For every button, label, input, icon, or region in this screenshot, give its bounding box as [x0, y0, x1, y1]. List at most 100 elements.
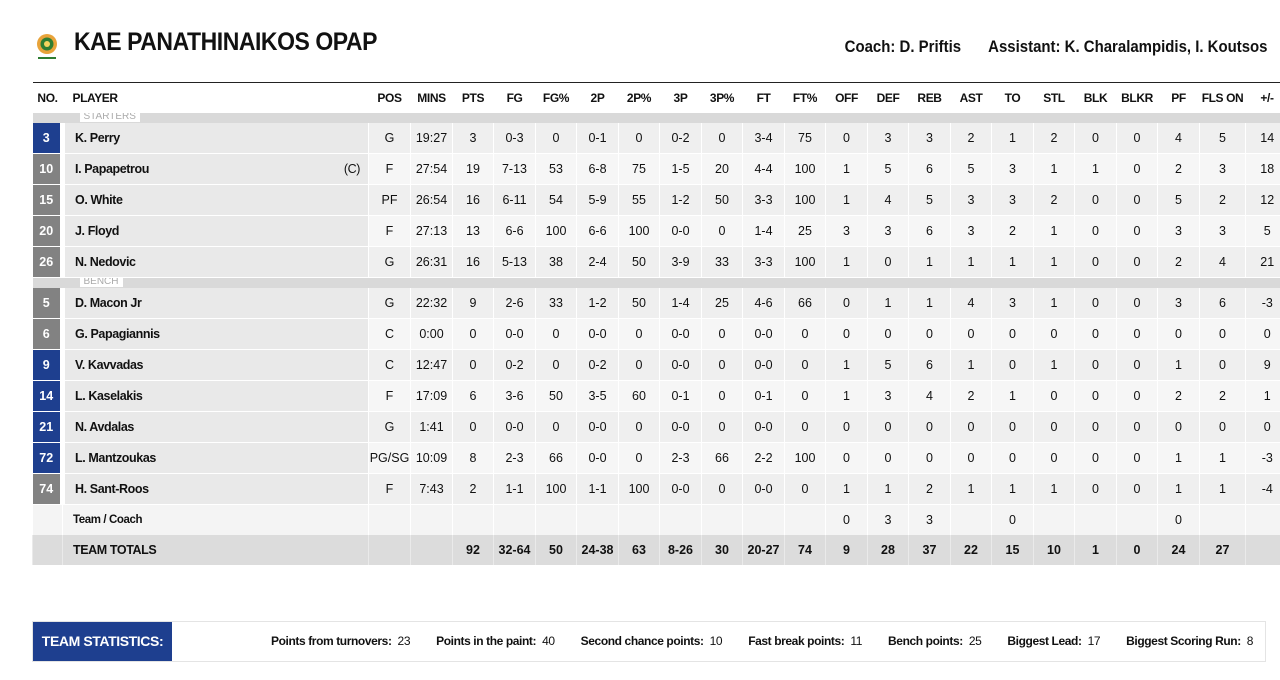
column-header[interactable]: PF — [1157, 82, 1200, 113]
table-row: 74 H. Sant-Roos F 7:43 2 1-1 100 1-1 100 0-0 0 0-0 0… — [32, 473, 1280, 505]
column-header[interactable]: REB — [908, 82, 951, 113]
stat-cell: 0 — [1033, 411, 1075, 443]
column-header[interactable]: PLAYER — [62, 82, 369, 113]
stat-cell: 26:54 — [410, 184, 453, 216]
stat-cell — [410, 535, 453, 565]
team-stat-value: 23 — [397, 634, 411, 648]
column-header[interactable]: FT — [742, 82, 785, 113]
stat-cell: 60 — [618, 380, 660, 412]
player-name[interactable]: N. Nedovic — [60, 246, 369, 278]
player-name[interactable]: J. Floyd — [60, 215, 369, 247]
stat-cell: 100 — [784, 184, 826, 216]
stat-cell — [535, 504, 577, 535]
player-name[interactable]: L. Kaselakis — [60, 380, 369, 412]
column-header[interactable]: 2P% — [618, 82, 660, 113]
blank-cell — [32, 535, 63, 565]
stat-cell: 0 — [701, 380, 743, 412]
stat-cell: 0 — [1116, 184, 1158, 216]
stat-cell: 3 — [1199, 153, 1246, 185]
stat-cell: 0-1 — [659, 380, 702, 412]
stat-cell: 1 — [908, 288, 951, 319]
column-header[interactable]: POS — [368, 82, 411, 113]
team-stat-value: 17 — [1087, 634, 1101, 648]
column-header[interactable]: NO. — [32, 82, 63, 113]
stat-cell — [659, 504, 702, 535]
stat-cell: 0:00 — [410, 318, 453, 350]
stat-cell: 27:13 — [410, 215, 453, 247]
column-header[interactable]: MINS — [410, 82, 453, 113]
player-name[interactable]: K. Perry — [60, 123, 369, 154]
stat-cell: 50 — [618, 288, 660, 319]
column-header[interactable]: FG — [493, 82, 536, 113]
stat-cell: 50 — [535, 380, 577, 412]
column-header[interactable]: PTS — [452, 82, 494, 113]
stat-cell: 8 — [452, 442, 494, 474]
stat-cell: 50 — [535, 535, 577, 565]
column-header[interactable]: 3P — [659, 82, 702, 113]
stat-cell: 3 — [867, 380, 909, 412]
stat-cell — [1033, 504, 1075, 535]
column-header[interactable]: DEF — [867, 82, 909, 113]
stat-cell: G — [368, 411, 411, 443]
stat-cell: 1 — [1033, 215, 1075, 247]
stat-cell: 0-0 — [576, 442, 619, 474]
player-name[interactable]: G. Papagiannis — [60, 318, 369, 350]
player-name[interactable]: O. White — [60, 184, 369, 216]
player-name[interactable]: D. Macon Jr — [60, 288, 369, 319]
jersey-number: 21 — [32, 411, 63, 443]
stat-cell — [452, 504, 494, 535]
stat-cell: 0 — [1245, 318, 1280, 350]
column-header[interactable]: AST — [950, 82, 992, 113]
stat-cell: 9 — [825, 535, 868, 565]
stat-cell: 0 — [908, 442, 951, 474]
stat-cell: 0 — [950, 411, 992, 443]
stat-cell: 0 — [1116, 473, 1158, 505]
stat-cell: 2-6 — [493, 288, 536, 319]
team-stat-item: Bench points: 25 — [888, 622, 982, 661]
column-header[interactable]: OFF — [825, 82, 868, 113]
column-header[interactable]: FT% — [784, 82, 826, 113]
team-stat-value: 11 — [850, 634, 863, 648]
stat-cell: 0-1 — [742, 380, 785, 412]
stat-cell: 4-4 — [742, 153, 785, 185]
stat-cell: 0 — [1116, 123, 1158, 154]
section-label: BENCH — [79, 277, 123, 287]
stat-cell: 6 — [908, 349, 951, 381]
stat-cell: 1 — [825, 246, 868, 278]
table-row: 10 I. Papapetrou (C) F 27:54 19 7-13 53 6-8 75 1-5… — [32, 153, 1280, 185]
stat-cell: 3 — [867, 215, 909, 247]
player-name[interactable]: N. Avdalas — [60, 411, 369, 443]
column-header[interactable]: 3P% — [701, 82, 743, 113]
player-name[interactable]: I. Papapetrou (C) — [60, 153, 369, 185]
stat-cell: F — [368, 380, 411, 412]
stat-cell: 0 — [701, 318, 743, 350]
column-header[interactable]: TO — [991, 82, 1034, 113]
stat-cell: 7-13 — [493, 153, 536, 185]
column-header[interactable]: BLK — [1074, 82, 1117, 113]
column-header[interactable]: +/- — [1245, 82, 1280, 113]
player-name[interactable]: L. Mantzoukas — [60, 442, 369, 474]
stat-cell: 6 — [908, 215, 951, 247]
stat-cell: 0 — [950, 442, 992, 474]
player-name[interactable]: V. Kavvadas — [60, 349, 369, 381]
column-header[interactable]: BLKR — [1116, 82, 1158, 113]
blank-cell — [32, 504, 63, 535]
stat-cell: 1 — [1033, 246, 1075, 278]
column-header[interactable]: STL — [1033, 82, 1075, 113]
column-header[interactable]: 2P — [576, 82, 619, 113]
stat-cell: 1 — [1157, 349, 1200, 381]
stat-cell: 0 — [701, 473, 743, 505]
coach-label: Coach: — [845, 37, 896, 56]
team-stat-label: Second chance points: — [580, 634, 704, 648]
stat-cell — [1074, 504, 1117, 535]
coach-info: Coach: D. Priftis Assistant: K. Charalam… — [845, 37, 1268, 57]
stat-cell: 3-3 — [742, 184, 785, 216]
team-stat-value: 8 — [1246, 634, 1254, 648]
column-header[interactable]: FLS ON — [1199, 82, 1246, 113]
column-header[interactable]: FG% — [535, 82, 577, 113]
stat-cell: 4 — [950, 288, 992, 319]
stat-cell: 3 — [991, 288, 1034, 319]
player-name[interactable]: H. Sant-Roos — [60, 473, 369, 505]
stat-cell: 9 — [1245, 349, 1280, 381]
stat-cell: 3 — [950, 184, 992, 216]
